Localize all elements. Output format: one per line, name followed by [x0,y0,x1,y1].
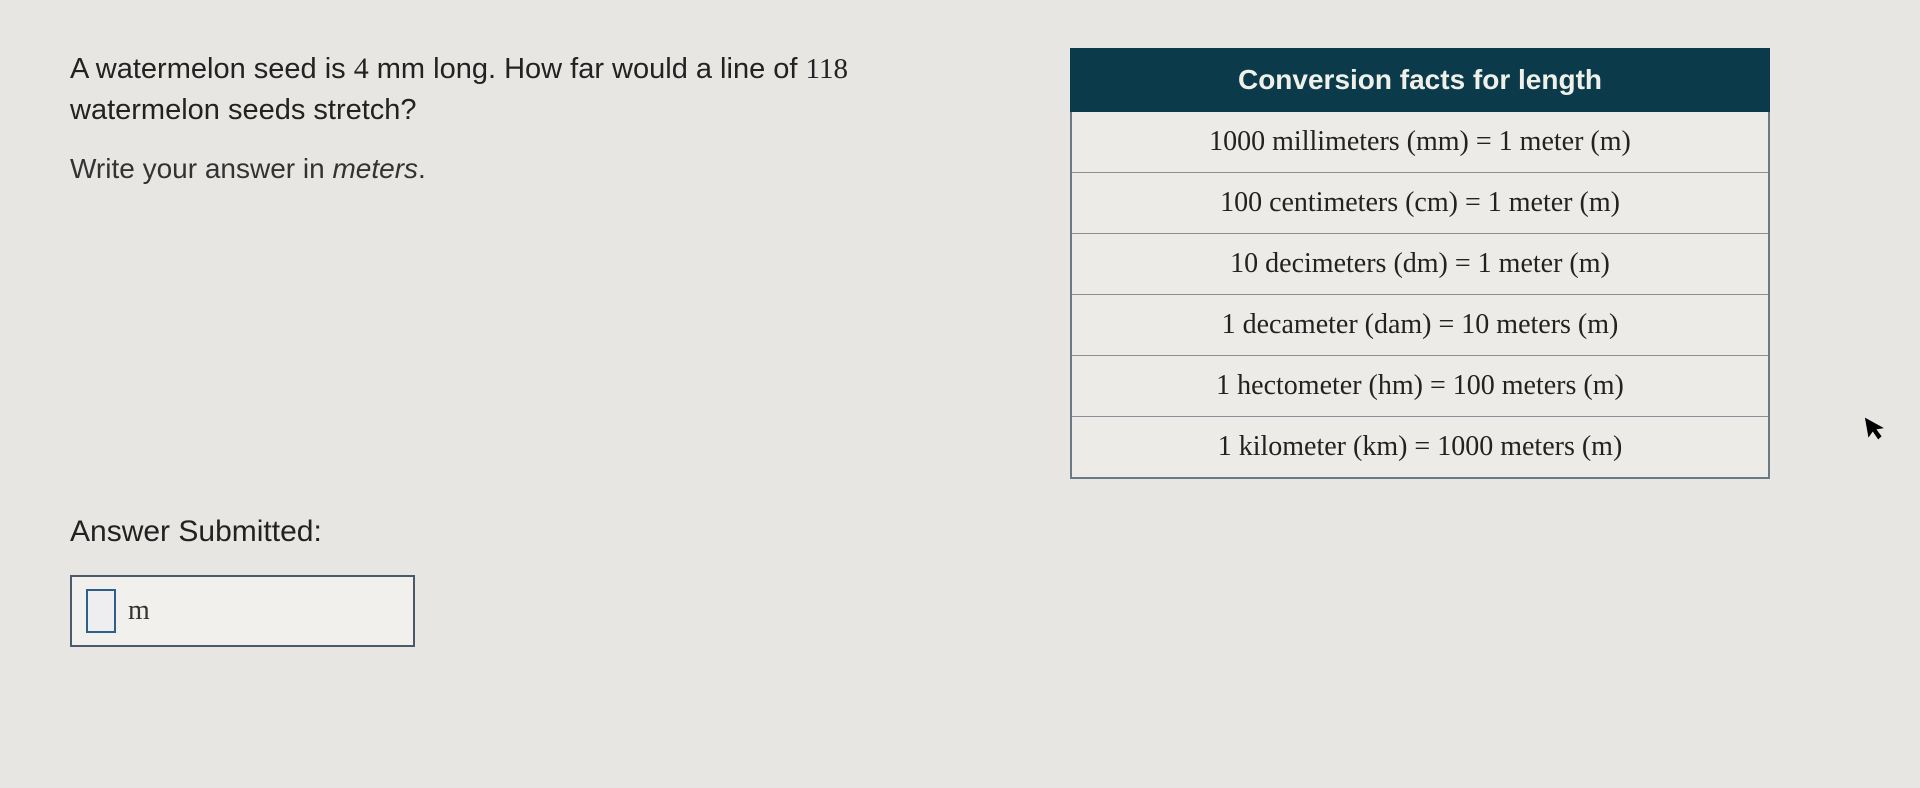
instruction-text: Write your answer in meters. [70,153,1030,185]
conversion-row: 100 centimeters (cm) = 1 meter (m) [1071,173,1769,234]
answer-submitted-label: Answer Submitted: [70,515,1030,549]
instruction-unit: meters [332,153,418,184]
answer-unit: m [128,595,150,627]
question-part3: watermelon seeds stretch? [70,94,417,126]
answer-box[interactable]: m [70,575,415,647]
question-part2: mm long. How far would a line of [369,53,806,85]
left-column: A watermelon seed is 4 mm long. How far … [70,48,1030,647]
conversion-row: 1 decameter (dam) = 10 meters (m) [1071,295,1769,356]
answer-block: Answer Submitted: m [70,515,1030,647]
content-wrap: A watermelon seed is 4 mm long. How far … [70,48,1850,647]
conversion-row: 1 hectometer (hm) = 100 meters (m) [1071,356,1769,417]
conversion-row: 1000 millimeters (mm) = 1 meter (m) [1071,111,1769,173]
answer-input[interactable] [86,589,116,633]
conversion-table-header: Conversion facts for length [1071,49,1769,111]
cursor-icon [1863,414,1888,450]
conversion-row: 10 decimeters (dm) = 1 meter (m) [1071,234,1769,295]
conversion-row: 1 kilometer (km) = 1000 meters (m) [1071,417,1769,479]
question-text: A watermelon seed is 4 mm long. How far … [70,48,1030,131]
instruction-suffix: . [418,153,426,184]
instruction-prefix: Write your answer in [70,153,332,184]
conversion-table: Conversion facts for length 1000 millime… [1070,48,1770,479]
seed-length: 4 [354,52,369,85]
seed-count: 118 [806,53,848,85]
question-part1: A watermelon seed is [70,53,354,85]
